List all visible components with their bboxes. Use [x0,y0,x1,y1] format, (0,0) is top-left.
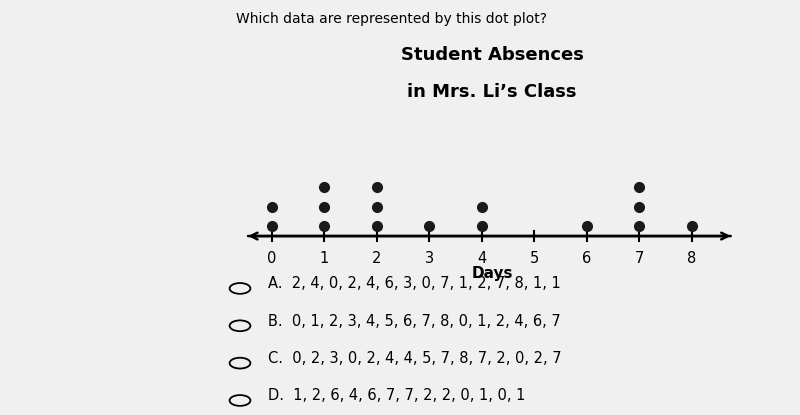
Text: 6: 6 [582,251,591,266]
Text: 2: 2 [372,251,381,266]
Text: 1: 1 [319,251,329,266]
Text: 4: 4 [477,251,486,266]
Text: 8: 8 [687,251,696,266]
Text: 5: 5 [530,251,538,266]
Text: A.  2, 4, 0, 2, 4, 6, 3, 0, 7, 1, 2, 7, 8, 1, 1: A. 2, 4, 0, 2, 4, 6, 3, 0, 7, 1, 2, 7, 8… [268,276,561,291]
Text: 0: 0 [267,251,276,266]
Text: B.  0, 1, 2, 3, 4, 5, 6, 7, 8, 0, 1, 2, 4, 6, 7: B. 0, 1, 2, 3, 4, 5, 6, 7, 8, 0, 1, 2, 4… [268,314,561,329]
Text: Days: Days [471,266,513,281]
Text: D.  1, 2, 6, 4, 6, 7, 7, 2, 2, 0, 1, 0, 1: D. 1, 2, 6, 4, 6, 7, 7, 2, 2, 0, 1, 0, 1 [268,388,526,403]
Text: C.  0, 2, 3, 0, 2, 4, 4, 5, 7, 8, 7, 2, 0, 2, 7: C. 0, 2, 3, 0, 2, 4, 4, 5, 7, 8, 7, 2, 0… [268,351,562,366]
Text: in Mrs. Li’s Class: in Mrs. Li’s Class [407,83,577,101]
Text: Which data are represented by this dot plot?: Which data are represented by this dot p… [236,12,547,27]
Text: Student Absences: Student Absences [401,46,583,63]
Text: 7: 7 [634,251,644,266]
Text: 3: 3 [425,251,434,266]
